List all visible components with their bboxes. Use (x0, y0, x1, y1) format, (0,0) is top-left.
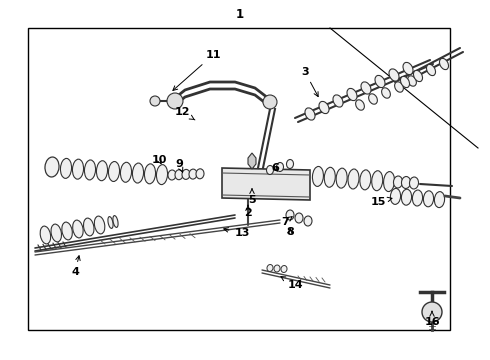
Ellipse shape (375, 75, 385, 87)
Ellipse shape (274, 265, 280, 272)
Ellipse shape (62, 222, 73, 240)
Polygon shape (222, 168, 310, 200)
Ellipse shape (423, 191, 434, 207)
Ellipse shape (145, 164, 155, 184)
Ellipse shape (313, 166, 323, 186)
Ellipse shape (108, 162, 120, 181)
Ellipse shape (435, 192, 444, 208)
Ellipse shape (394, 82, 403, 92)
Circle shape (167, 93, 183, 109)
Ellipse shape (384, 172, 394, 192)
Ellipse shape (393, 176, 402, 188)
Text: 1: 1 (236, 8, 244, 21)
Ellipse shape (108, 217, 113, 228)
Ellipse shape (304, 216, 312, 226)
Ellipse shape (97, 161, 108, 181)
Text: 15: 15 (370, 197, 392, 207)
Text: 12: 12 (174, 107, 195, 120)
Ellipse shape (182, 170, 190, 179)
Ellipse shape (382, 88, 391, 98)
Ellipse shape (196, 169, 204, 179)
Text: 8: 8 (286, 227, 294, 237)
Ellipse shape (333, 95, 343, 107)
Ellipse shape (267, 265, 273, 271)
Ellipse shape (361, 82, 371, 94)
Text: 7: 7 (281, 217, 292, 227)
Ellipse shape (440, 58, 448, 69)
Ellipse shape (403, 62, 413, 75)
Text: 3: 3 (301, 67, 318, 96)
Text: 11: 11 (173, 50, 221, 90)
Ellipse shape (410, 177, 418, 189)
Ellipse shape (51, 224, 61, 242)
Ellipse shape (413, 190, 422, 206)
Polygon shape (248, 153, 256, 169)
Circle shape (150, 96, 160, 106)
Ellipse shape (336, 168, 347, 188)
Ellipse shape (348, 169, 359, 189)
Text: 14: 14 (281, 276, 303, 290)
Ellipse shape (305, 108, 315, 120)
Ellipse shape (286, 210, 294, 220)
Text: 4: 4 (71, 256, 80, 277)
Circle shape (422, 302, 442, 322)
Ellipse shape (426, 64, 436, 76)
Ellipse shape (295, 213, 303, 223)
Ellipse shape (276, 162, 284, 171)
Ellipse shape (324, 167, 335, 187)
Text: 5: 5 (248, 189, 256, 205)
Ellipse shape (95, 216, 105, 234)
Ellipse shape (281, 266, 287, 273)
Ellipse shape (414, 70, 422, 82)
Ellipse shape (401, 176, 411, 189)
Ellipse shape (408, 76, 416, 86)
Ellipse shape (287, 159, 294, 168)
Text: 2: 2 (244, 205, 252, 218)
Ellipse shape (391, 188, 401, 204)
Ellipse shape (84, 160, 96, 180)
Ellipse shape (60, 158, 72, 178)
Ellipse shape (113, 216, 118, 228)
Ellipse shape (73, 159, 84, 179)
Ellipse shape (168, 170, 176, 180)
Ellipse shape (175, 170, 183, 180)
Ellipse shape (372, 171, 383, 191)
Text: 9: 9 (175, 159, 183, 172)
Circle shape (263, 95, 277, 109)
Ellipse shape (267, 166, 273, 175)
Ellipse shape (319, 102, 329, 114)
Ellipse shape (368, 94, 377, 104)
Ellipse shape (83, 218, 94, 236)
Ellipse shape (360, 170, 371, 190)
Text: 10: 10 (151, 155, 167, 165)
Ellipse shape (156, 165, 168, 185)
Ellipse shape (132, 163, 144, 183)
Ellipse shape (401, 189, 412, 205)
Ellipse shape (400, 76, 410, 87)
Text: 13: 13 (224, 228, 250, 238)
Ellipse shape (40, 226, 50, 244)
Ellipse shape (189, 169, 197, 179)
Ellipse shape (121, 162, 131, 182)
Ellipse shape (356, 100, 365, 110)
Ellipse shape (347, 89, 357, 100)
Ellipse shape (45, 157, 59, 177)
Text: 6: 6 (271, 163, 279, 173)
Ellipse shape (389, 69, 399, 81)
Bar (28, 28, 450, 330)
Ellipse shape (73, 220, 83, 238)
Text: 16: 16 (424, 311, 440, 327)
